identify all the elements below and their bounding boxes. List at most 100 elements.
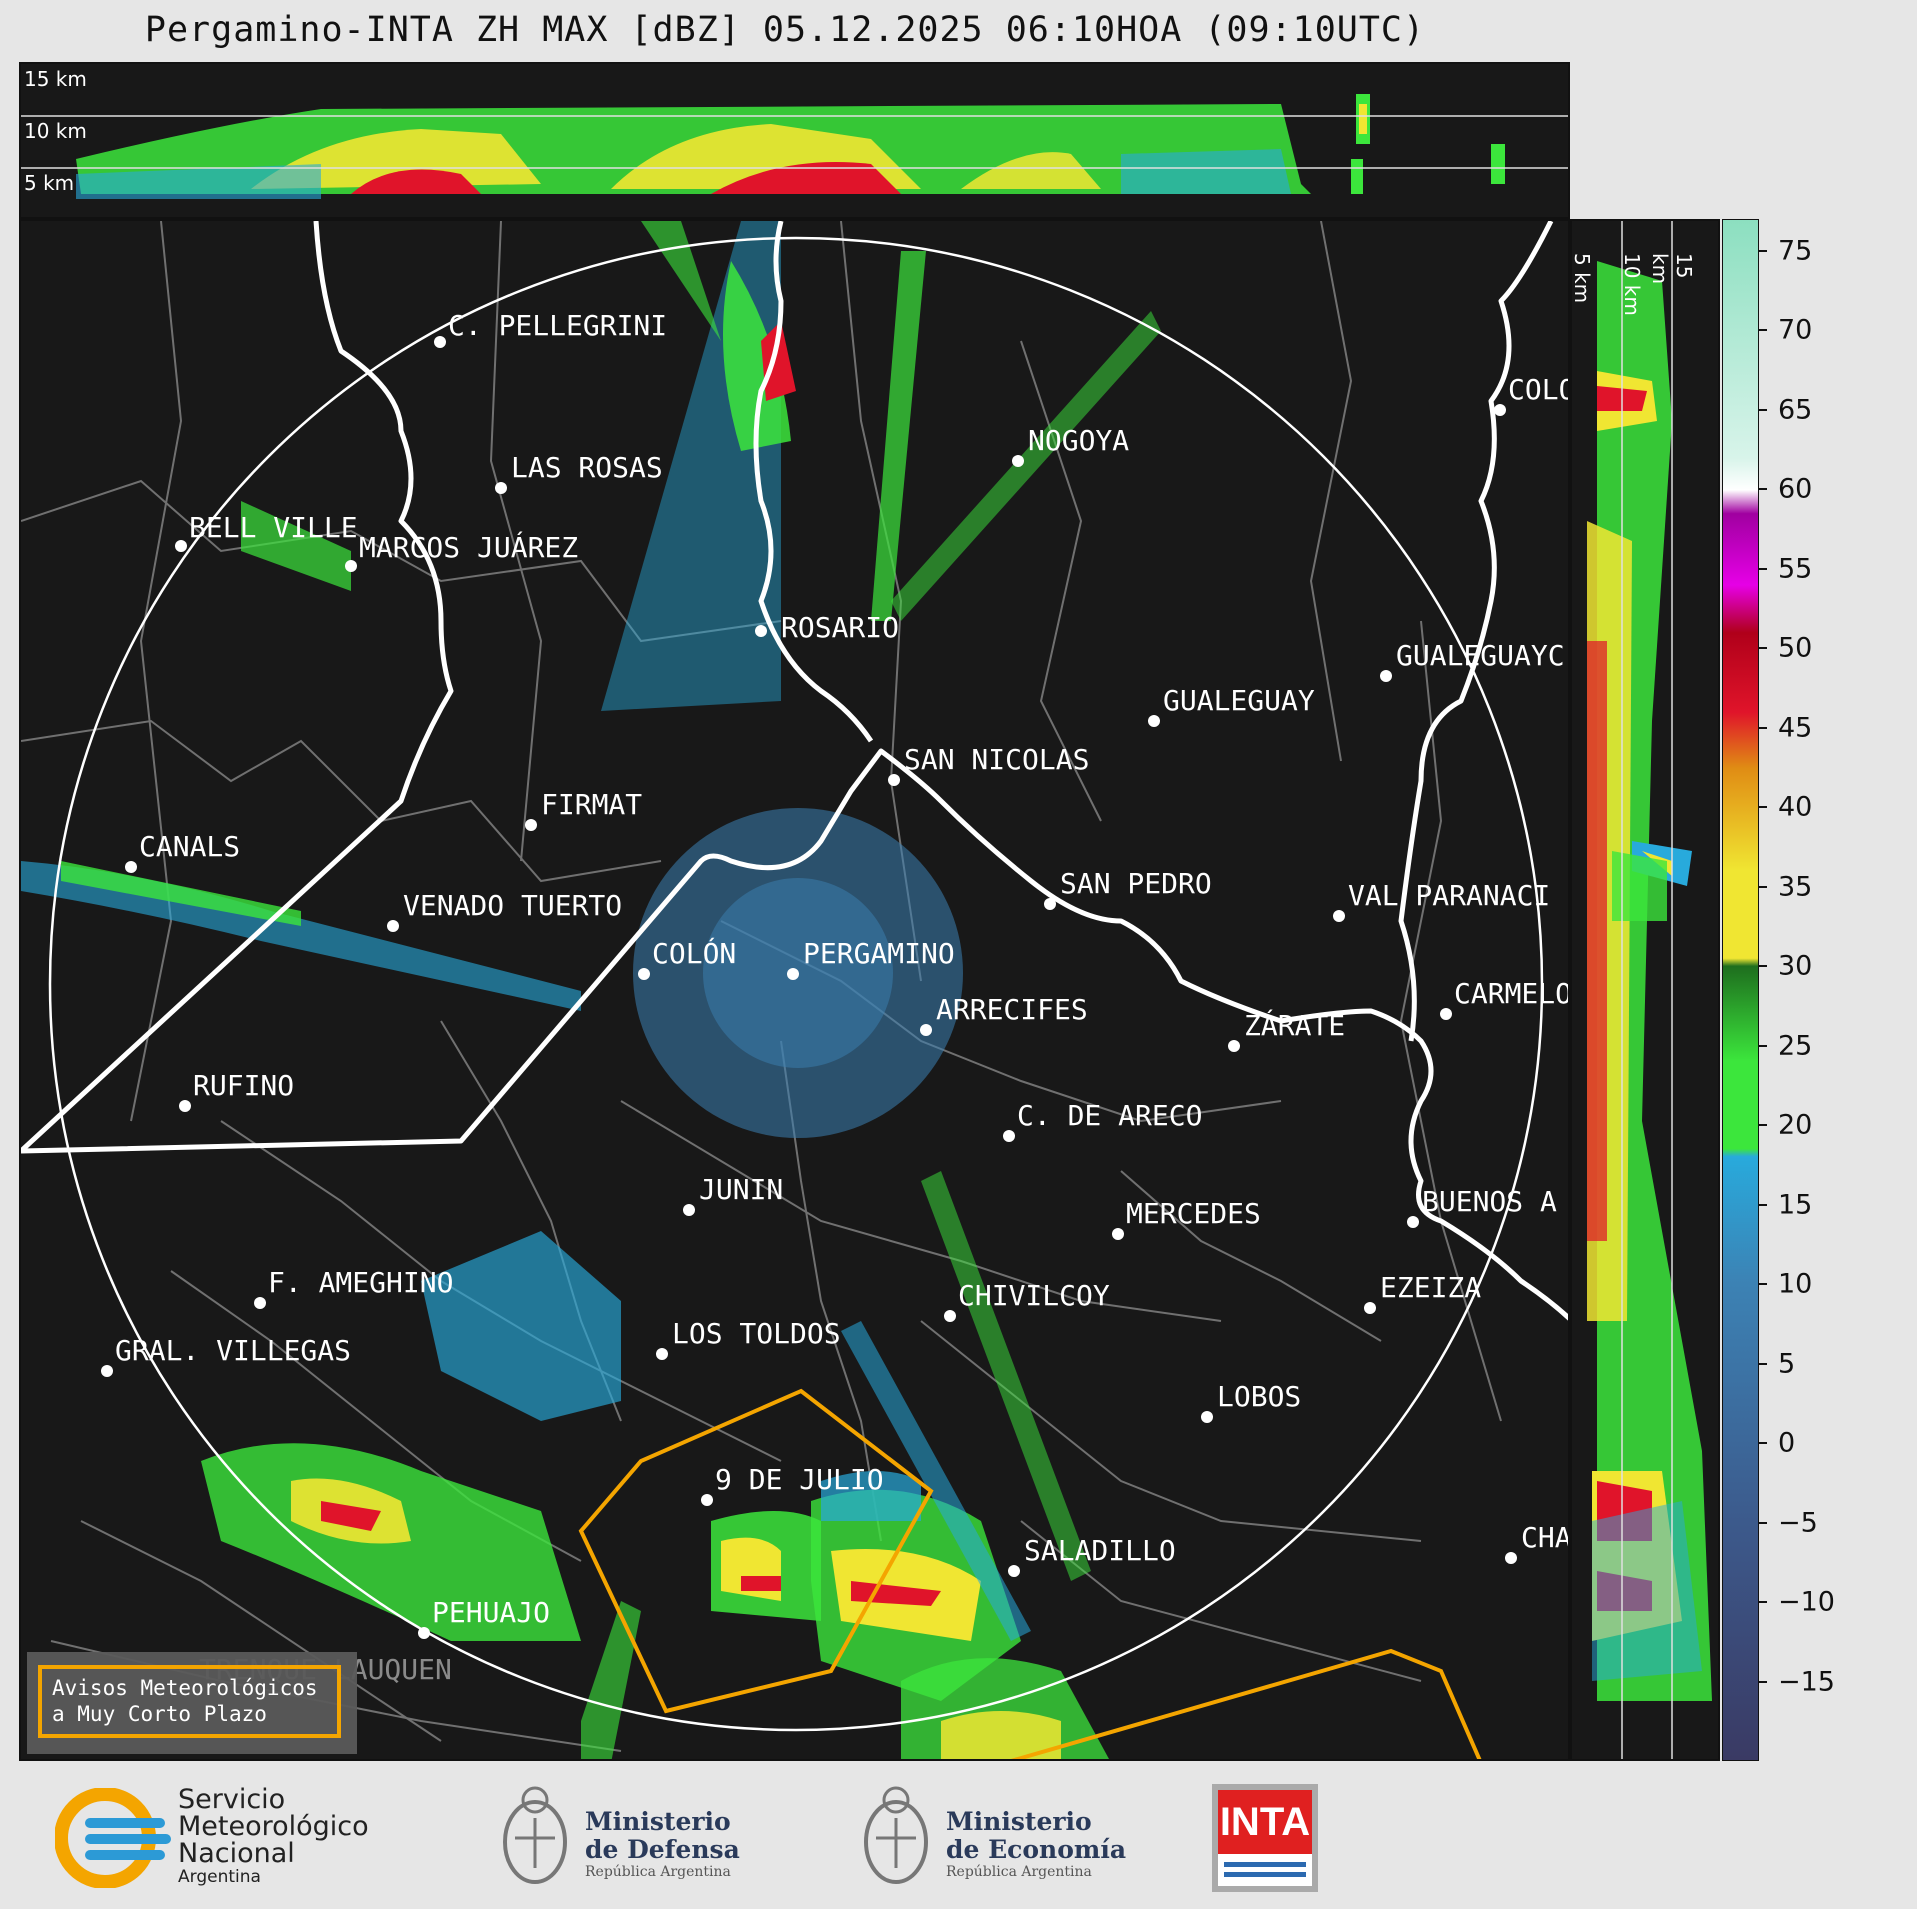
- city-dot: [345, 560, 357, 572]
- colorbar-tick-mark: [1759, 1601, 1767, 1604]
- city-dot: [525, 819, 537, 831]
- colorbar-tick-label: −10: [1778, 1586, 1835, 1618]
- radar-map: C. PELLEGRINI LAS ROSAS BELL VILLE MARCO…: [19, 219, 1570, 1761]
- city-dot: [1505, 1552, 1517, 1564]
- city-dot: [1008, 1565, 1020, 1577]
- city-label: SALADILLO: [1024, 1534, 1176, 1567]
- side-label-10km: 10 km: [1620, 253, 1644, 316]
- defensa-line3: República Argentina: [585, 1864, 731, 1880]
- warning-legend: Avisos Meteorológicos a Muy Corto Plazo: [38, 1665, 341, 1738]
- city-dot: [638, 968, 650, 980]
- city-dot: [175, 540, 187, 552]
- smn-line1: Servicio: [178, 1784, 286, 1815]
- radar-site-label: PERGAMINO: [803, 937, 955, 970]
- city-dot: [1003, 1130, 1015, 1142]
- city-dot: [1440, 1008, 1452, 1020]
- city-label: FIRMAT: [541, 788, 643, 821]
- city-dot: [254, 1297, 266, 1309]
- city-label: MERCEDES: [1126, 1197, 1261, 1230]
- city-dot: [1494, 404, 1506, 416]
- colorbar-tick-mark: [1759, 1283, 1767, 1286]
- city-label: COLO: [1508, 373, 1570, 406]
- colorbar-tick-label: −5: [1778, 1507, 1818, 1539]
- colorbar-tick-label: 65: [1778, 394, 1813, 426]
- warning-legend-line1: Avisos Meteorológicos: [52, 1676, 318, 1700]
- colorbar-tick-label: 45: [1778, 712, 1813, 744]
- economia-line3: República Argentina: [946, 1864, 1092, 1880]
- city-dot: [920, 1024, 932, 1036]
- city-label: GRAL. VILLEGAS: [115, 1334, 352, 1367]
- city-label: C. PELLEGRINI: [448, 309, 668, 342]
- colorbar-tick-label: 35: [1778, 871, 1813, 903]
- inta-logo: INTA: [1212, 1784, 1318, 1892]
- city-label: SAN NICOLAS: [904, 743, 1090, 776]
- city-label: NOGOYA: [1028, 424, 1130, 457]
- colorbar-tick-mark: [1759, 329, 1767, 332]
- city-label: BELL VILLE: [189, 511, 358, 544]
- city-label: SAN PEDRO: [1060, 867, 1212, 900]
- city-label: CANALS: [139, 830, 241, 863]
- colorbar-tick-mark: [1759, 806, 1767, 809]
- colorbar-tick-label: 15: [1778, 1189, 1813, 1221]
- colorbar-tick-mark: [1759, 408, 1767, 411]
- city-label: GUALEGUAYC: [1396, 639, 1565, 672]
- colorbar-tick-mark: [1759, 726, 1767, 729]
- city-dot: [944, 1310, 956, 1322]
- warning-legend-line2: a Muy Corto Plazo: [52, 1702, 267, 1726]
- defensa-seal-icon: [503, 1786, 567, 1884]
- city-dot: [418, 1627, 430, 1639]
- province-borders: [21, 221, 1568, 1321]
- top-echo: [76, 94, 1505, 199]
- city-dot: [495, 482, 507, 494]
- side-cross-section: 5 km 10 km 15 km: [1570, 219, 1720, 1761]
- city-dot: [1148, 715, 1160, 727]
- city-label: CARMELO: [1454, 977, 1570, 1010]
- colorbar-tick-mark: [1759, 1124, 1767, 1127]
- city-label: GUALEGUAY: [1163, 684, 1315, 717]
- colorbar-tick-label: 60: [1778, 473, 1813, 505]
- city-label: RUFINO: [193, 1069, 295, 1102]
- city-dot: [101, 1365, 113, 1377]
- side-echo: [1587, 261, 1712, 1701]
- city-dot: [1044, 898, 1056, 910]
- city-dot: [1364, 1302, 1376, 1314]
- smn-line2: Meteorológico: [178, 1811, 369, 1842]
- city-dot: [1112, 1228, 1124, 1240]
- city-label: F. AMEGHINO: [268, 1266, 454, 1299]
- colorbar-tick-label: 50: [1778, 632, 1813, 664]
- city-label: MARCOS JUÁREZ: [359, 531, 579, 564]
- radar-map-svg: [21, 221, 1568, 1759]
- city-dot: [1228, 1040, 1240, 1052]
- city-label: C. DE ARECO: [1017, 1099, 1203, 1132]
- radar-range-ring: [48, 236, 1544, 1732]
- city-label: CHA: [1521, 1521, 1570, 1554]
- city-dot: [387, 920, 399, 932]
- city-label: VAL PARANACI: [1348, 879, 1551, 912]
- colorbar-tick-mark: [1759, 1362, 1767, 1365]
- colorbar-tick-label: 30: [1778, 950, 1813, 982]
- colorbar-tick-mark: [1759, 1442, 1767, 1445]
- colorbar-tick-label: 25: [1778, 1030, 1813, 1062]
- city-label: JUNIN: [699, 1173, 784, 1206]
- side-label-5km: 5 km: [1570, 253, 1594, 304]
- smn-logo-text: Servicio Meteorológico Nacional Argentin…: [178, 1786, 369, 1887]
- smn-logo-icon: [55, 1788, 171, 1888]
- city-dot: [1407, 1216, 1419, 1228]
- colorbar-tick-mark: [1759, 249, 1767, 252]
- dbz-colorbar: [1722, 219, 1759, 1761]
- city-dot: [656, 1348, 668, 1360]
- city-label: CHIVILCOY: [958, 1279, 1110, 1312]
- defensa-line2: de Defensa: [585, 1835, 740, 1864]
- top-label-5km: 5 km: [24, 171, 75, 195]
- city-label: ROSARIO: [781, 611, 900, 644]
- city-label: LOS TOLDOS: [672, 1317, 841, 1350]
- colorbar-tick-label: 5: [1778, 1348, 1796, 1380]
- economia-seal-icon: [864, 1786, 928, 1884]
- city-label: BUENOS A: [1422, 1185, 1557, 1218]
- city-dot: [888, 774, 900, 786]
- colorbar-tick-mark: [1759, 488, 1767, 491]
- side-label-15km: 15 km: [1648, 253, 1696, 285]
- top-label-10km: 10 km: [24, 119, 87, 143]
- colorbar-tick-mark: [1759, 885, 1767, 888]
- city-label: PEHUAJO: [432, 1596, 551, 1629]
